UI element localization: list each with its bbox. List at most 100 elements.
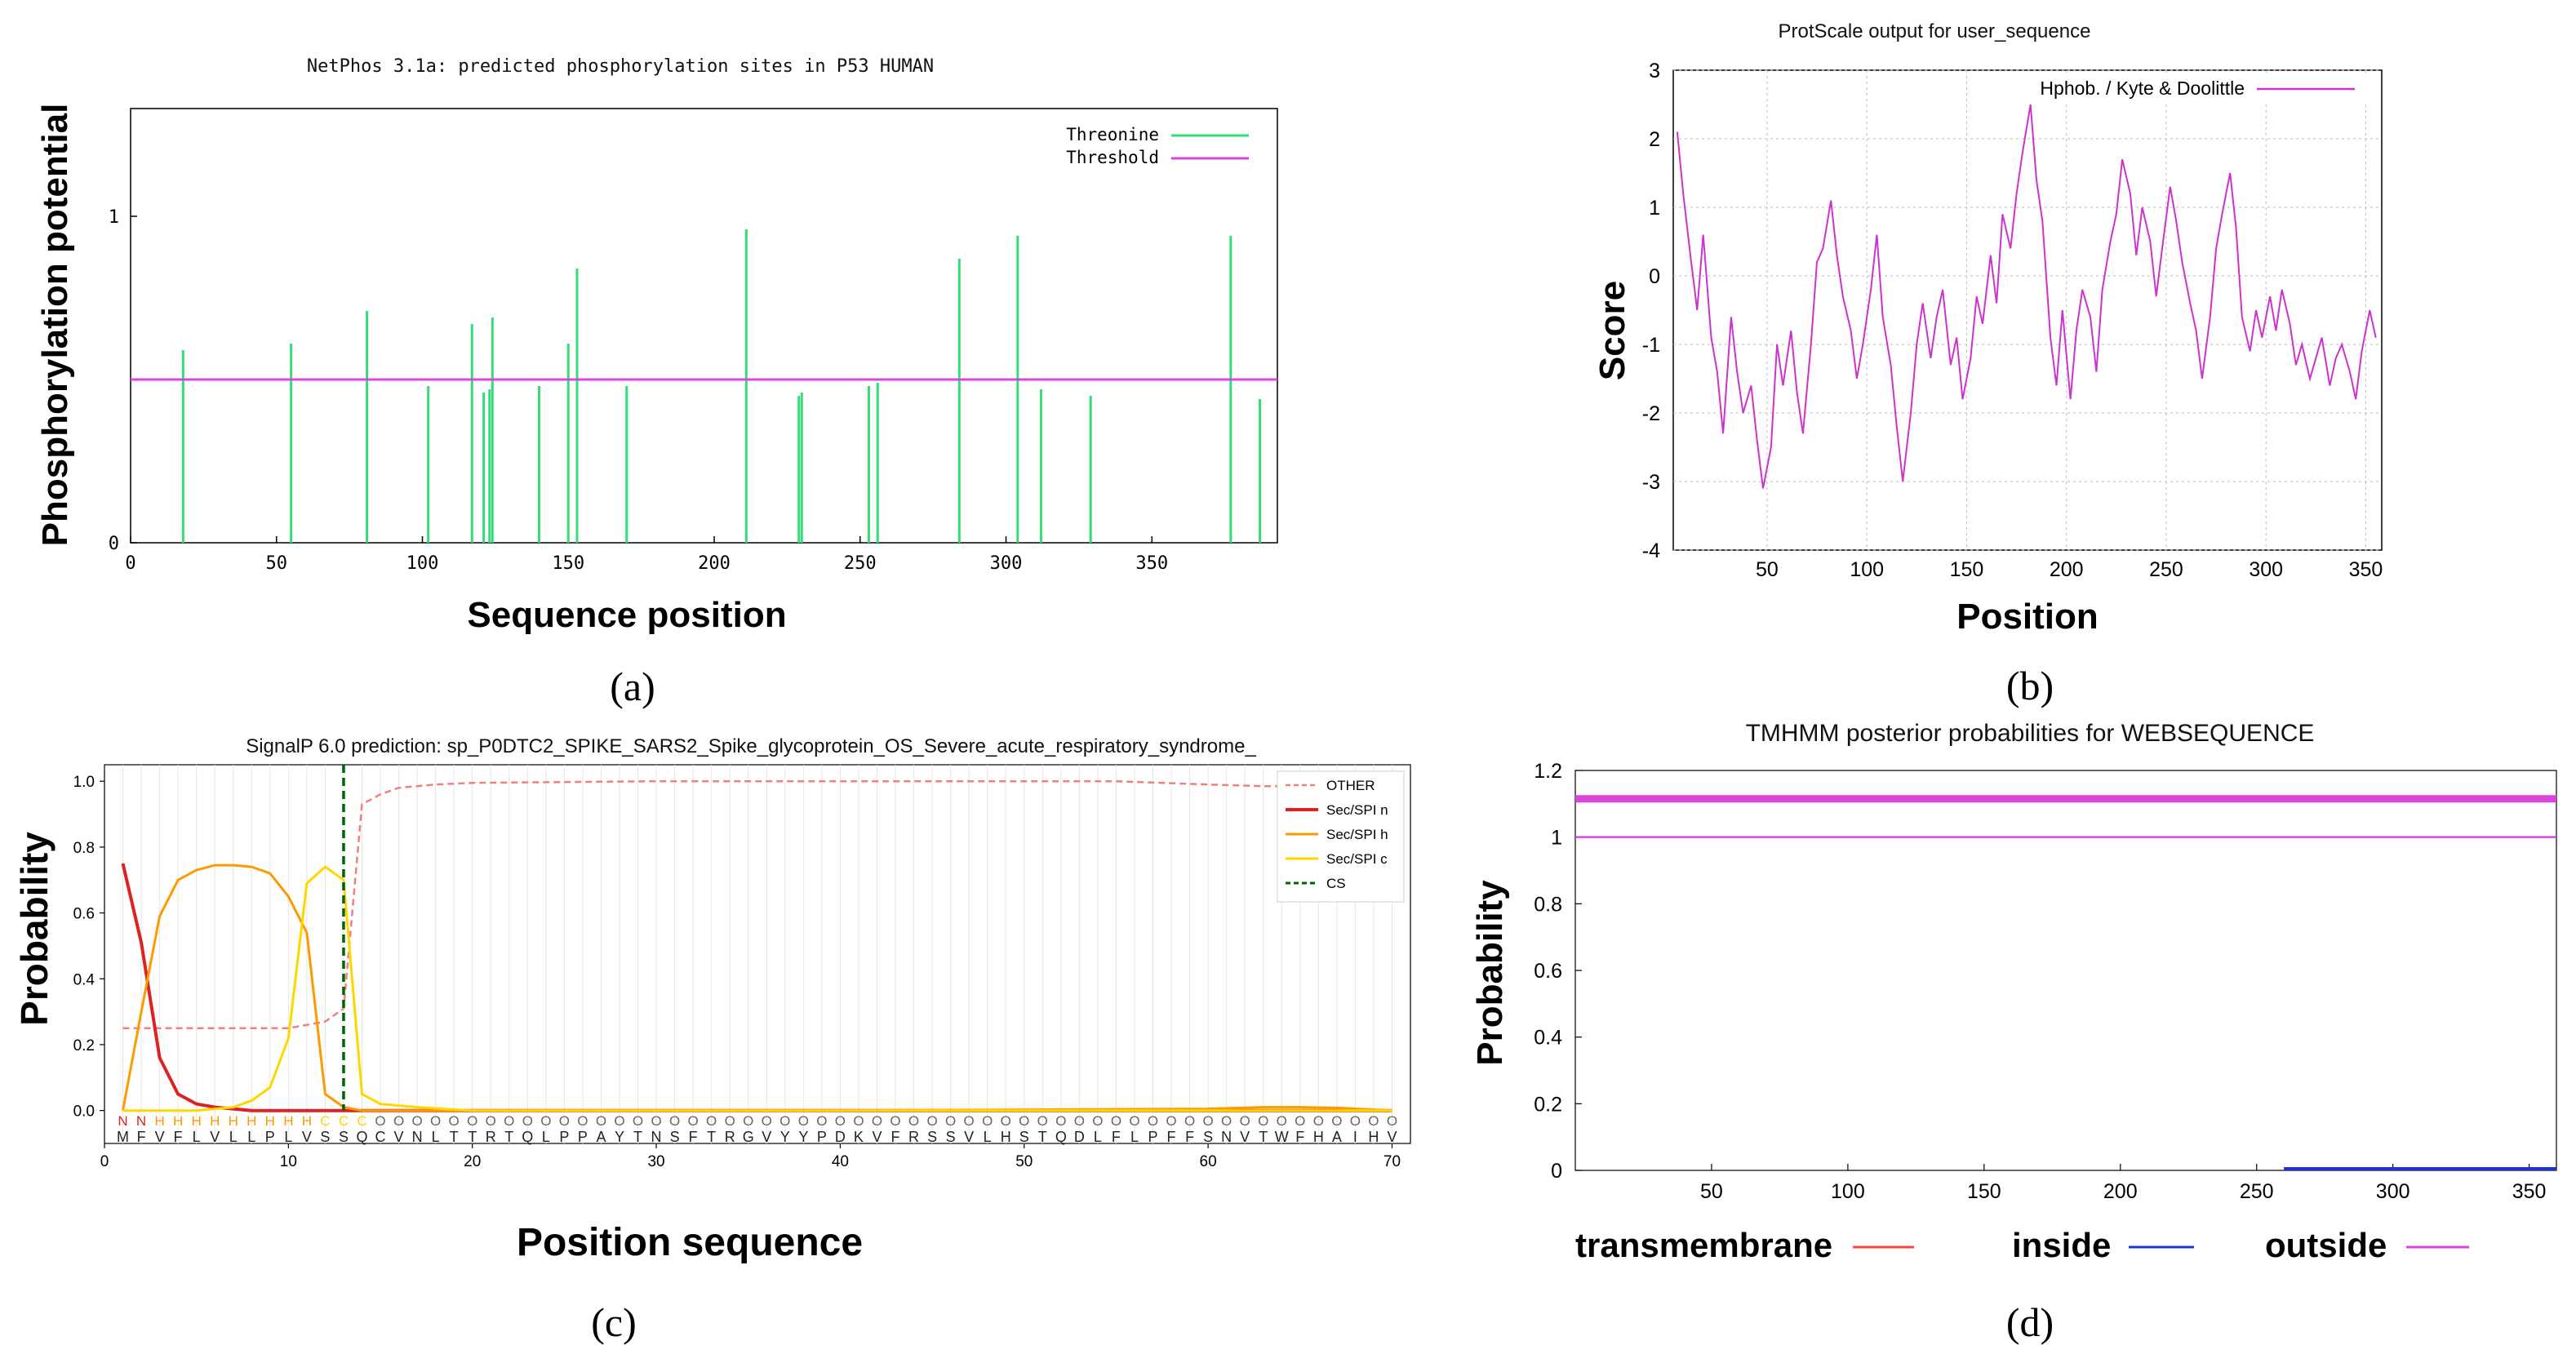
sequence-residue: P xyxy=(559,1129,569,1145)
x-tick-label-c: 50 xyxy=(1015,1153,1033,1170)
legend-d: transmembrane inside outside xyxy=(1575,1226,2469,1264)
x-tick-label-d: 50 xyxy=(1700,1180,1723,1203)
y-axis-label-d: Probability xyxy=(1470,880,1510,1066)
legend-label-sec-spi-h: Sec/SPI h xyxy=(1326,827,1388,842)
sequence-residue: V xyxy=(394,1129,404,1145)
region-label: O xyxy=(853,1113,864,1129)
x-tick-label-a: 50 xyxy=(266,553,288,574)
sequence-residue: L xyxy=(984,1129,992,1145)
region-label: H xyxy=(229,1113,238,1129)
sequence-residue: V xyxy=(762,1129,771,1145)
chart-title-d: TMHMM posterior probabilities for WEBSEQ… xyxy=(1746,720,2315,747)
y-tick-label-d: 0.2 xyxy=(1534,1093,1562,1116)
region-label: O xyxy=(504,1113,514,1129)
x-axis-label-b: Position xyxy=(1956,597,2099,637)
series-line-other xyxy=(122,779,1392,1030)
region-label: O xyxy=(945,1113,956,1129)
x-tick-label-b: 150 xyxy=(1950,558,1984,581)
region-label: O xyxy=(743,1113,753,1129)
sequence-residue: V xyxy=(872,1129,882,1145)
region-label: H xyxy=(246,1113,256,1129)
region-label: H xyxy=(192,1113,202,1129)
region-label: O xyxy=(1387,1113,1397,1129)
region-label: O xyxy=(1092,1113,1103,1129)
y-tick-label-d: 0.6 xyxy=(1534,960,1562,983)
x-tick-label-d: 150 xyxy=(1967,1180,2001,1203)
x-tick-label-d: 200 xyxy=(2103,1180,2138,1203)
x-tick-label-a: 100 xyxy=(406,553,439,574)
sequence-residue: T xyxy=(707,1129,716,1145)
x-tick-label-b: 300 xyxy=(2249,558,2283,581)
legend-label-cs: CS xyxy=(1326,876,1346,891)
y-tick-label-a: 1 xyxy=(109,207,119,228)
region-label: H xyxy=(210,1113,220,1129)
region-label: O xyxy=(1368,1113,1379,1129)
x-tick-label-d: 300 xyxy=(2376,1180,2410,1203)
region-label: O xyxy=(982,1113,993,1129)
region-label: O xyxy=(1258,1113,1268,1129)
sequence-residue: V xyxy=(1240,1129,1250,1145)
y-tick-label-a: 0 xyxy=(109,534,119,554)
chart-title-c: SignalP 6.0 prediction: sp_P0DTC2_SPIKE_… xyxy=(246,735,1256,757)
sequence-residue: F xyxy=(1295,1129,1304,1145)
panel-label-d: (d) xyxy=(2006,1299,2054,1345)
legend-label-threonine: Threonine xyxy=(1066,125,1159,144)
x-tick-label-c: 60 xyxy=(1200,1153,1217,1170)
x-axis-label-c: Position sequence xyxy=(517,1221,863,1264)
sequence-residue: S xyxy=(670,1129,680,1145)
chart-title-a: NetPhos 3.1a: predicted phosphorylation … xyxy=(307,56,934,77)
legend-label-transmembrane: transmembrane xyxy=(1575,1226,1832,1264)
sequence-residue: P xyxy=(1148,1129,1157,1145)
region-label: N xyxy=(136,1113,146,1129)
legend-label-sec-spi-n: Sec/SPI n xyxy=(1326,802,1388,818)
y-tick-label-b: 1 xyxy=(1649,197,1660,220)
sequence-residue: F xyxy=(174,1129,183,1145)
y-tick-label-c: 0.2 xyxy=(73,1037,95,1054)
legend-b: Hphob. / Kyte & Doolittle xyxy=(1992,75,2367,104)
region-label: O xyxy=(1240,1113,1250,1129)
panel-label-a: (a) xyxy=(610,664,655,709)
region-label: O xyxy=(651,1113,661,1129)
sequence-residue: N xyxy=(651,1129,662,1145)
sequence-residue: S xyxy=(320,1129,330,1145)
x-tick-label-b: 250 xyxy=(2149,558,2183,581)
region-label: O xyxy=(1111,1113,1121,1129)
region-label: O xyxy=(577,1113,588,1129)
sequence-residue: L xyxy=(247,1129,255,1145)
sequence-residue: S xyxy=(339,1129,349,1145)
region-label: O xyxy=(430,1113,441,1129)
panel-b-protscale-chart: ProtScale output for user_sequence 50 100… xyxy=(1592,20,2383,708)
region-label: O xyxy=(1202,1113,1213,1129)
region-label: N xyxy=(118,1113,127,1129)
sequence-residue: P xyxy=(578,1129,588,1145)
sequence-residue: N xyxy=(412,1129,423,1145)
y-tick-label-b: -4 xyxy=(1642,539,1660,562)
sequence-residue: H xyxy=(1313,1129,1324,1145)
y-tick-label-d: 1 xyxy=(1551,827,1562,850)
region-label: O xyxy=(1074,1113,1085,1129)
sequence-residue: P xyxy=(265,1129,275,1145)
sequence-residue: S xyxy=(1019,1129,1029,1145)
legend-label-outside: outside xyxy=(2265,1226,2387,1264)
sequence-residue: Q xyxy=(522,1129,533,1145)
sequence-residue: D xyxy=(835,1129,846,1145)
region-label: O xyxy=(688,1113,699,1129)
sequence-residue: S xyxy=(927,1129,937,1145)
region-label: O xyxy=(540,1113,551,1129)
region-label: O xyxy=(798,1113,809,1129)
sequence-residue: L xyxy=(432,1129,440,1145)
x-tick-label-c: 10 xyxy=(280,1153,297,1170)
sequence-residue: T xyxy=(1259,1129,1268,1145)
x-tick-label-a: 250 xyxy=(844,553,877,574)
region-label: O xyxy=(1295,1113,1305,1129)
region-label: O xyxy=(1331,1113,1342,1129)
region-label: O xyxy=(1184,1113,1195,1129)
region-label: O xyxy=(1129,1113,1139,1129)
panel-a-netphos-chart: NetPhos 3.1a: predicted phosphorylation … xyxy=(35,56,1278,709)
region-label: O xyxy=(872,1113,882,1129)
y-tick-label-b: -3 xyxy=(1642,471,1660,494)
sequence-residue: T xyxy=(633,1129,642,1145)
x-tick-label-b: 350 xyxy=(2349,558,2383,581)
sequence-residue: A xyxy=(1332,1129,1342,1145)
x-tick-label-c: 70 xyxy=(1383,1153,1401,1170)
